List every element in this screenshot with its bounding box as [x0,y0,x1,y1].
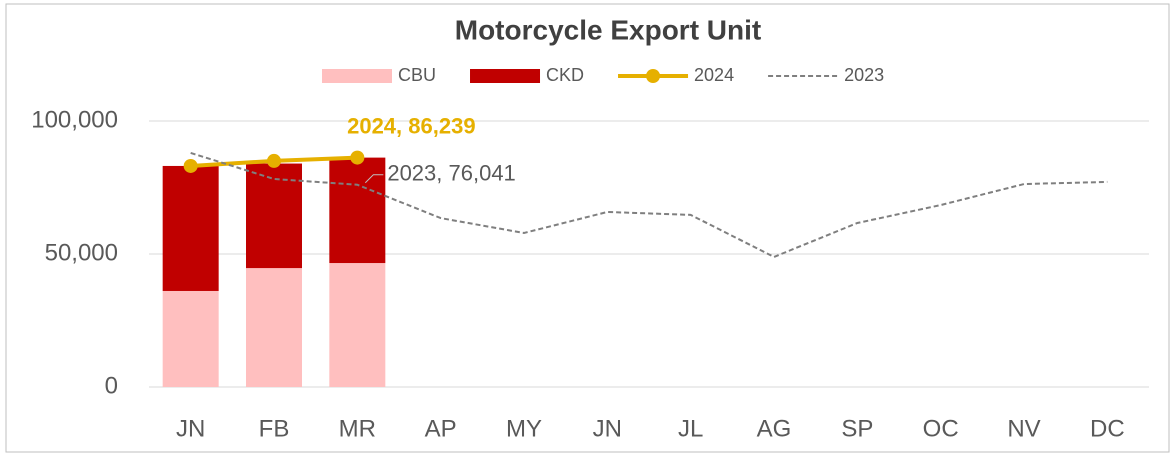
legend-swatch [322,69,392,83]
bar [246,163,302,269]
x-tick-label: MY [506,415,542,442]
x-tick-label: SP [841,415,873,442]
legend-label: 2024 [694,65,734,85]
x-tick-label: FB [259,415,290,442]
legend-label: 2023 [844,65,884,85]
legend-swatch [470,69,541,83]
x-tick-label: JN [176,415,205,442]
legend-swatch [646,69,661,83]
bar [162,165,219,291]
data-label: 2023, 76,041 [387,161,515,186]
x-tick-label: OC [923,415,959,442]
legend-label: CBU [398,65,436,85]
chart-title: Motorcycle Export Unit [455,14,761,45]
bar [246,268,302,387]
x-tick-label: JN [593,415,622,442]
legend-label: CKD [546,65,584,85]
marker [267,153,281,168]
y-tick-label: 100,000 [31,106,118,133]
x-tick-label: AP [425,415,457,442]
x-tick-label: JL [678,415,703,442]
bar [329,263,386,387]
leader-line [364,174,384,184]
y-tick-label: 50,000 [45,239,118,266]
line [190,151,1108,259]
bar [162,290,219,387]
marker [350,150,365,165]
y-tick-label: 0 [105,372,118,399]
marker [183,158,198,173]
x-tick-label: MR [339,415,376,442]
bar [329,157,386,264]
x-tick-label: NV [1007,415,1040,442]
data-label: 2024, 86,239 [347,113,475,138]
x-tick-label: AG [757,415,792,442]
x-tick-label: DC [1090,415,1125,442]
